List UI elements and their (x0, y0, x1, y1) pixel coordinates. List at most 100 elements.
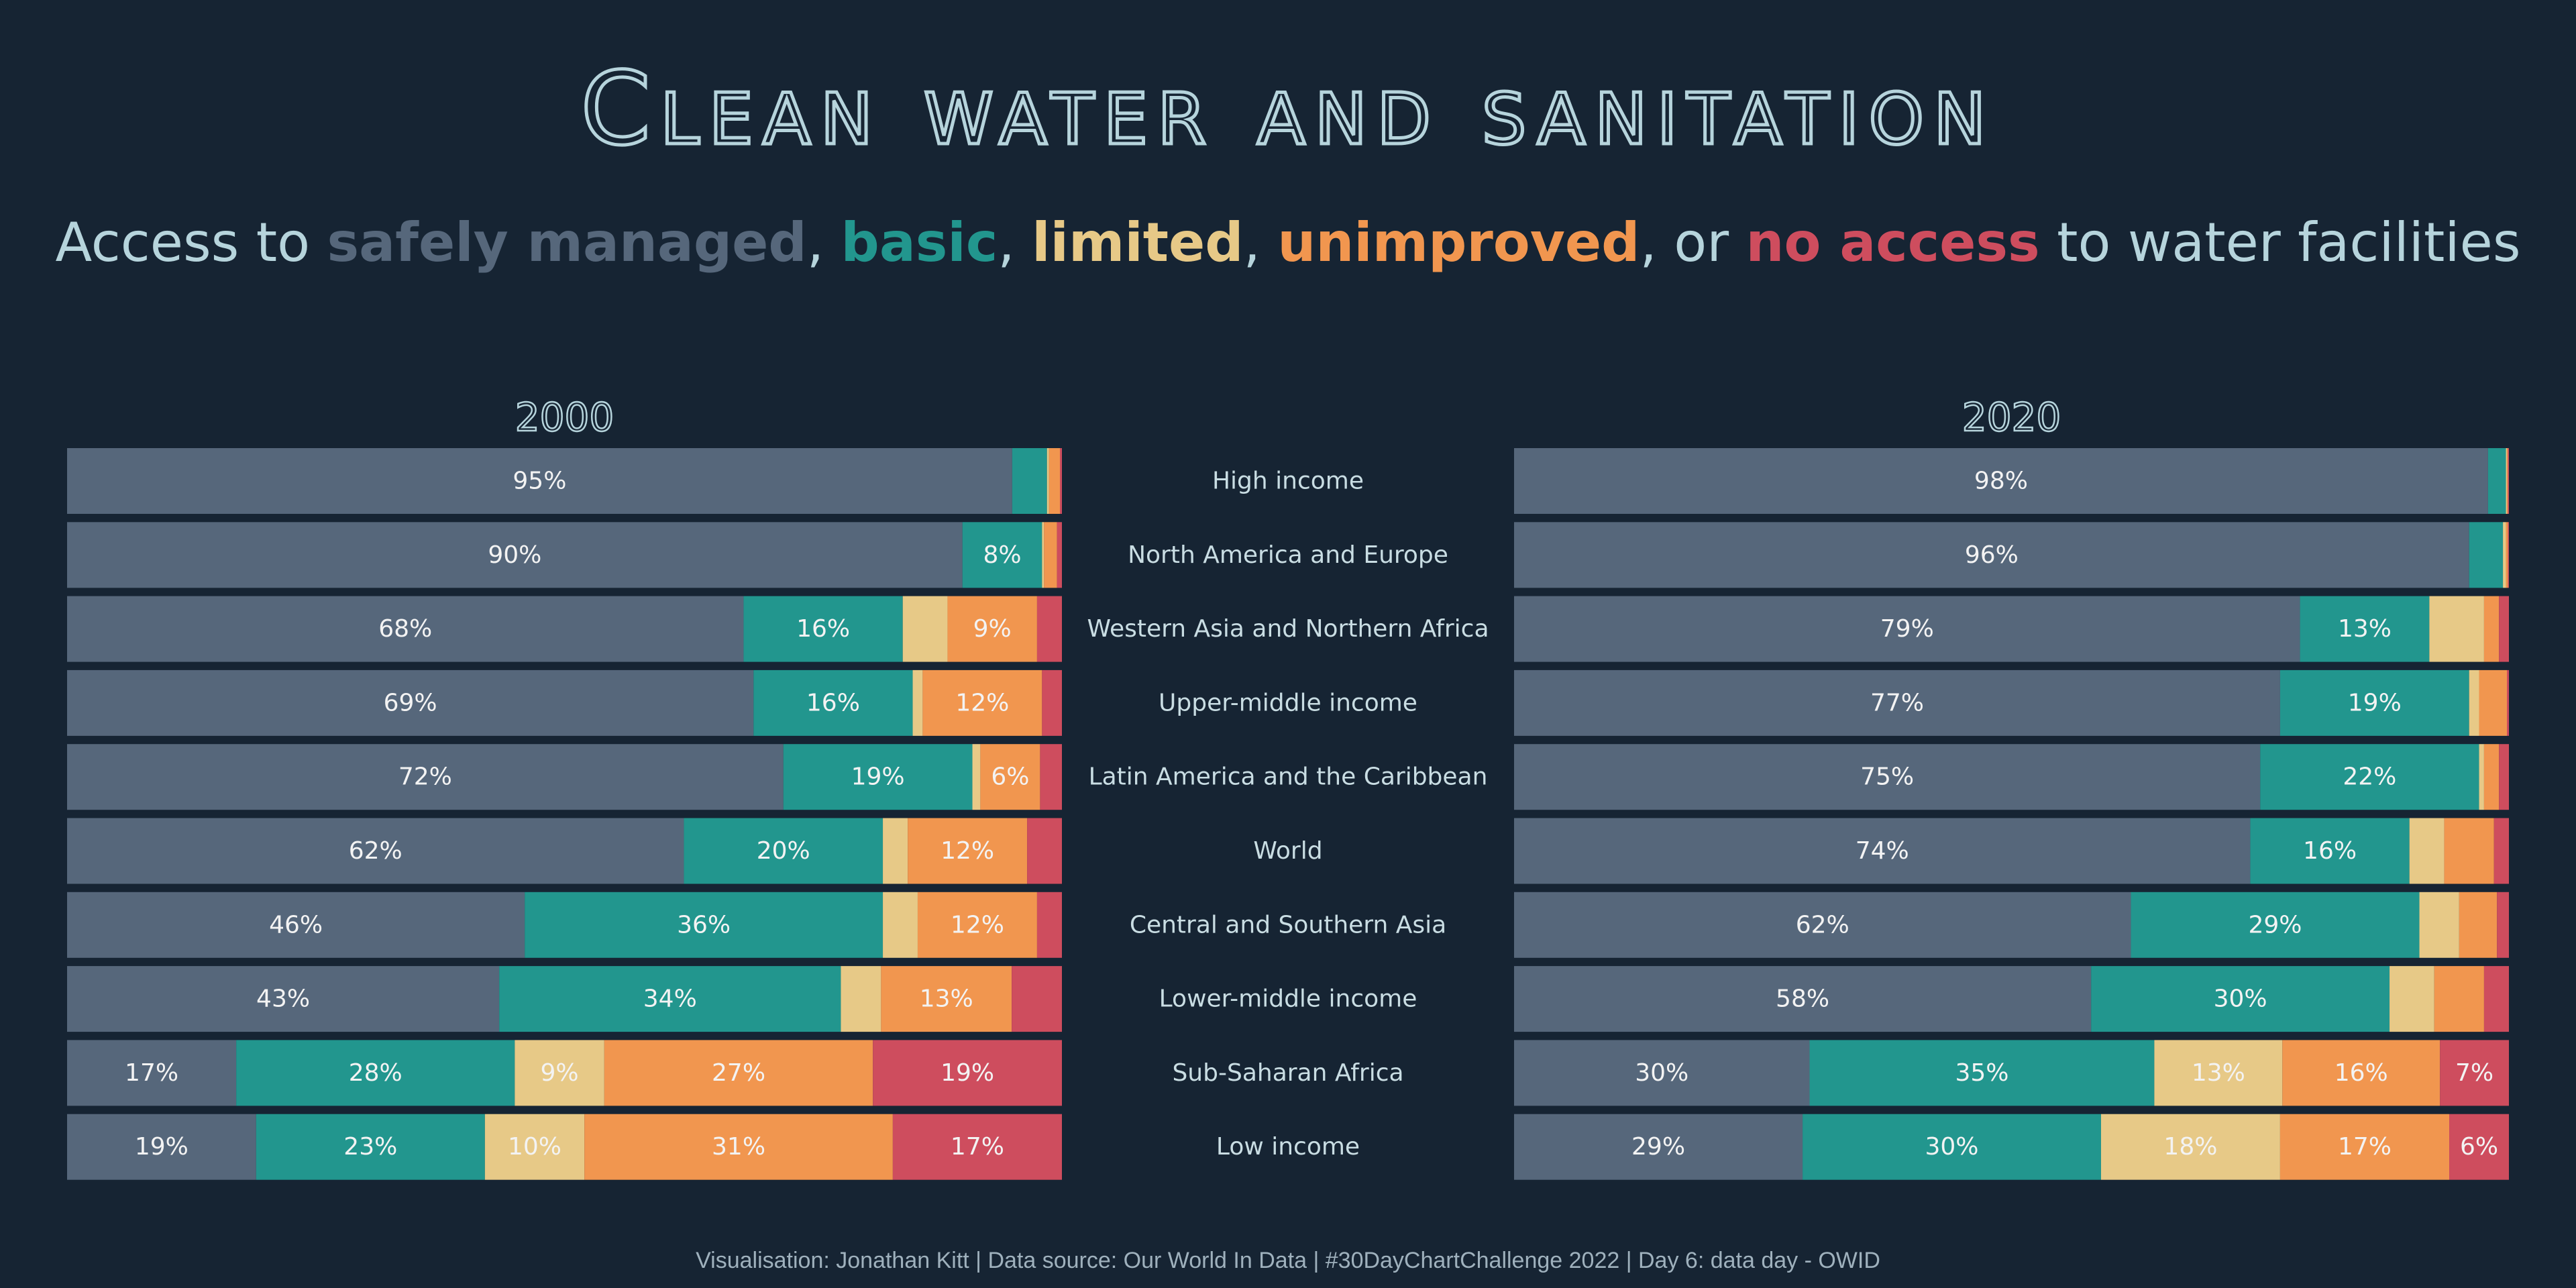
bar-segment-2020-north-america-and-europe-safely-managed (1514, 522, 2469, 588)
bar-segment-2000-high-income-basic (1012, 448, 1047, 514)
data-label-2000-sub-saharan-africa-no-access: 19% (941, 1059, 994, 1087)
bar-segment-2000-high-income-no-access (1060, 448, 1062, 514)
subtitle-prefix: Access to (55, 211, 327, 274)
bar-segment-2020-low-income-safely-managed (1514, 1114, 1803, 1180)
bar-segment-2000-latin-america-and-the-caribbean-safely-managed (67, 744, 784, 810)
panel-title-2020: 2020 (1962, 394, 2061, 440)
legend-limited: limited (1032, 211, 1244, 274)
bar-segment-2020-western-asia-and-northern-africa-unimproved (2483, 596, 2500, 662)
row-label-north-america-and-europe: North America and Europe (1128, 541, 1448, 569)
caption: Visualisation: Jonathan Kitt | Data sour… (696, 1248, 1880, 1273)
data-label-2000-world-basic: 20% (757, 837, 810, 865)
bar-segment-2000-world-limited (883, 818, 908, 884)
bar-segment-2000-lower-middle-income-limited (841, 966, 881, 1032)
data-label-2000-low-income-no-access: 17% (951, 1133, 1004, 1161)
bar-segment-2020-western-asia-and-northern-africa-limited (2429, 596, 2484, 662)
data-label-2000-low-income-safely-managed: 19% (135, 1133, 189, 1161)
data-label-2020-world-basic: 16% (2303, 837, 2357, 865)
bar-segment-2000-central-and-southern-asia-no-access (1036, 892, 1062, 958)
bar-segment-2000-upper-middle-income-limited (912, 669, 923, 736)
bar-segment-2000-lower-middle-income-no-access (1012, 966, 1062, 1032)
bar-segment-2000-sub-saharan-africa-basic (236, 1040, 515, 1106)
bar-segment-2020-north-america-and-europe-basic (2469, 522, 2504, 588)
data-label-2020-lower-middle-income-safely-managed: 58% (1776, 985, 1829, 1013)
bar-segment-2000-low-income-safely-managed (67, 1114, 256, 1180)
data-label-2020-sub-saharan-africa-limited: 13% (2192, 1059, 2245, 1087)
row-label-sub-saharan-africa: Sub-Saharan Africa (1172, 1059, 1403, 1087)
data-label-2000-low-income-unimproved: 31% (712, 1133, 765, 1161)
data-label-2020-central-and-southern-asia-basic: 29% (2248, 911, 2302, 938)
bar-segment-2020-lower-middle-income-unimproved (2434, 966, 2484, 1032)
bar-segment-2000-central-and-southern-asia-safely-managed (67, 892, 525, 958)
data-label-2020-upper-middle-income-basic: 19% (2348, 689, 2402, 716)
data-label-2020-sub-saharan-africa-unimproved: 16% (2334, 1059, 2388, 1087)
bar-segment-2020-north-america-and-europe-no-access (2508, 522, 2509, 588)
data-label-2000-central-and-southern-asia-safely-managed: 46% (269, 911, 323, 938)
bar-segment-2000-sub-saharan-africa-unimproved (604, 1040, 873, 1106)
bar-segment-2020-latin-america-and-the-caribbean-safely-managed (1514, 744, 2261, 810)
panel-title-2000: 2000 (515, 394, 614, 440)
bar-segment-2000-lower-middle-income-basic (499, 966, 841, 1032)
legend-no-access: no access (1746, 211, 2040, 274)
bar-segment-2000-north-america-and-europe-basic (962, 522, 1042, 588)
data-label-2020-latin-america-and-the-caribbean-safely-managed: 75% (1860, 763, 1914, 791)
bar-segment-2020-western-asia-and-northern-africa-safely-managed (1514, 596, 2300, 662)
data-label-2000-lower-middle-income-basic: 34% (643, 985, 697, 1013)
bar-segment-2000-western-asia-and-northern-africa-no-access (1036, 596, 1062, 662)
bar-segment-2020-upper-middle-income-basic (2279, 669, 2469, 736)
bar-segment-2000-sub-saharan-africa-no-access (873, 1040, 1062, 1106)
bar-segment-2000-upper-middle-income-no-access (1042, 669, 1062, 736)
bar-segment-2000-north-america-and-europe-safely-managed (67, 522, 963, 588)
bar-segment-2020-lower-middle-income-basic (2091, 966, 2390, 1032)
row-label-central-and-southern-asia: Central and Southern Asia (1130, 911, 1446, 938)
bar-segment-2020-world-safely-managed (1514, 818, 2251, 884)
row-label-low-income: Low income (1216, 1133, 1360, 1161)
bar-segment-2000-high-income-safely-managed (67, 448, 1012, 514)
row-label-upper-middle-income: Upper-middle income (1159, 689, 1417, 716)
bar-segment-2000-high-income-unimproved (1049, 448, 1061, 514)
bar-segment-2000-world-unimproved (908, 818, 1028, 884)
bar-segment-2000-north-america-and-europe-no-access (1057, 522, 1062, 588)
bar-segment-2020-latin-america-and-the-caribbean-basic (2260, 744, 2479, 810)
bar-segment-2000-western-asia-and-northern-africa-safely-managed (67, 596, 744, 662)
bar-segment-2020-latin-america-and-the-caribbean-limited (2479, 744, 2484, 810)
bar-segment-2020-upper-middle-income-limited (2469, 669, 2479, 736)
bar-segment-2020-north-america-and-europe-limited (2503, 522, 2506, 588)
data-label-2020-low-income-no-access: 6% (2460, 1133, 2498, 1161)
bar-segment-2020-sub-saharan-africa-basic (1809, 1040, 2155, 1106)
data-label-2000-latin-america-and-the-caribbean-unimproved: 6% (991, 763, 1029, 791)
data-label-2000-world-safely-managed: 62% (349, 837, 402, 865)
data-label-2000-lower-middle-income-safely-managed: 43% (256, 985, 310, 1013)
subtitle-separator: , (806, 211, 841, 274)
data-label-2000-western-asia-and-northern-africa-safely-managed: 68% (378, 615, 432, 643)
data-label-2000-upper-middle-income-safely-managed: 69% (384, 689, 437, 716)
data-label-2020-lower-middle-income-basic: 30% (2214, 985, 2267, 1013)
bar-segment-2000-sub-saharan-africa-limited (515, 1040, 604, 1106)
bar-segment-2020-high-income-no-access (2508, 448, 2509, 514)
bar-segment-2020-sub-saharan-africa-limited (2154, 1040, 2283, 1106)
row-label-world: World (1253, 837, 1322, 865)
bar-segment-2000-upper-middle-income-safely-managed (67, 669, 754, 736)
data-label-2000-upper-middle-income-unimproved: 12% (955, 689, 1009, 716)
subtitle-separator: , (1243, 211, 1278, 274)
data-label-2000-sub-saharan-africa-unimproved: 27% (712, 1059, 765, 1087)
data-label-2000-western-asia-and-northern-africa-basic: 16% (796, 615, 850, 643)
bar-segment-2020-lower-middle-income-safely-managed (1514, 966, 2092, 1032)
data-label-2020-western-asia-and-northern-africa-basic: 13% (2338, 615, 2392, 643)
bar-segment-2020-low-income-limited (2100, 1114, 2280, 1180)
bar-segment-2020-central-and-southern-asia-no-access (2497, 892, 2509, 958)
bar-segment-2000-north-america-and-europe-limited (1042, 522, 1044, 588)
data-label-2000-latin-america-and-the-caribbean-safely-managed: 72% (398, 763, 452, 791)
bar-segment-2020-world-limited (2409, 818, 2445, 884)
bar-segment-2020-latin-america-and-the-caribbean-unimproved (2483, 744, 2500, 810)
bar-segment-2000-low-income-no-access (892, 1114, 1062, 1180)
data-label-2000-central-and-southern-asia-basic: 36% (677, 911, 731, 938)
data-label-2000-sub-saharan-africa-safely-managed: 17% (125, 1059, 178, 1087)
bar-segment-2020-north-america-and-europe-unimproved (2506, 522, 2508, 588)
bar-segment-2020-central-and-southern-asia-basic (2131, 892, 2420, 958)
data-label-2020-central-and-southern-asia-safely-managed: 62% (1796, 911, 1849, 938)
bar-segment-2000-low-income-basic (256, 1114, 485, 1180)
bar-segment-2020-western-asia-and-northern-africa-basic (2300, 596, 2430, 662)
data-label-2020-low-income-safely-managed: 29% (1631, 1133, 1685, 1161)
data-label-2020-sub-saharan-africa-basic: 35% (1955, 1059, 2008, 1087)
